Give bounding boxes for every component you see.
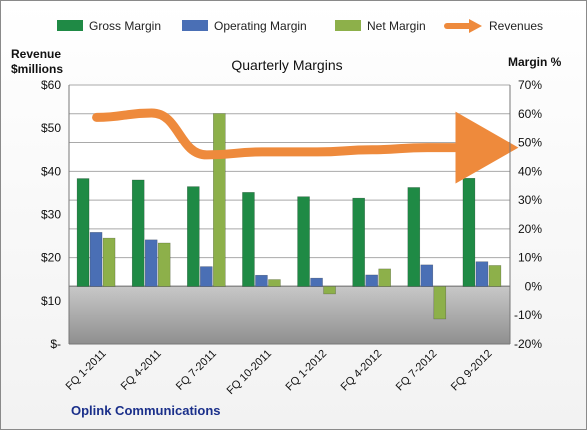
bar-operating-margin — [310, 277, 323, 287]
right-tick-label: 30% — [518, 193, 542, 207]
right-tick-label: -20% — [514, 337, 542, 351]
bar-operating-margin — [255, 274, 268, 287]
bar-operating-margin — [365, 274, 378, 287]
right-tick-label: 70% — [518, 78, 542, 92]
legend-label-net-margin: Net Margin — [367, 19, 426, 33]
right-tick-labels: 70% 60% 50% 40% 30% 20% 10% 0% -10% -20% — [514, 78, 542, 351]
bar-operating-margin — [89, 232, 103, 287]
bar-gross-margin — [242, 192, 255, 287]
right-tick-label: 10% — [518, 251, 542, 265]
left-tick-label: $30 — [41, 208, 61, 222]
legend-arrow-icon — [469, 19, 482, 33]
left-tick-labels: $60 $50 $40 $30 $20 $10 $- — [41, 78, 61, 351]
bar-gross-margin — [352, 197, 365, 287]
right-tick-label: 20% — [518, 222, 542, 236]
legend-swatch-operating-margin — [182, 20, 208, 31]
left-tick-label: $60 — [41, 78, 61, 92]
bar-gross-margin — [131, 179, 145, 287]
bar-operating-margin — [144, 239, 158, 287]
right-tick-label: 0% — [525, 279, 543, 293]
revenue-line — [92, 108, 519, 184]
right-axis-label: Margin % — [508, 55, 562, 69]
x-tick-label: FQ 10-2011 — [225, 348, 274, 397]
legend-label-gross-margin: Gross Margin — [89, 19, 161, 33]
bars — [76, 113, 502, 320]
bar-operating-margin — [200, 266, 213, 287]
legend-label-revenues: Revenues — [489, 19, 543, 33]
right-tick-label: 50% — [518, 136, 542, 150]
x-tick-label: FQ 4-2011 — [119, 348, 164, 393]
bar-gross-margin — [187, 186, 200, 287]
chart-title: Quarterly Margins — [231, 57, 342, 73]
bar-gross-margin — [76, 178, 90, 287]
bar-net-margin — [157, 242, 171, 287]
x-tick-label: FQ 9-2012 — [449, 348, 495, 394]
left-tick-label: $10 — [41, 294, 61, 308]
left-axis-label-line2: $millions — [11, 62, 63, 76]
bar-net-margin — [323, 286, 336, 295]
bar-net-margin — [488, 265, 502, 287]
legend: Gross Margin Operating Margin Net Margin… — [57, 19, 543, 33]
left-tick-label: $- — [50, 337, 61, 351]
legend-swatch-gross-margin — [57, 20, 83, 31]
bar-operating-margin — [420, 264, 434, 287]
left-tick-label: $40 — [41, 164, 61, 178]
left-axis-label-line1: Revenue — [11, 47, 61, 61]
bar-gross-margin — [462, 177, 476, 287]
legend-label-operating-margin: Operating Margin — [214, 19, 307, 33]
x-tick-label: FQ 1-2011 — [64, 348, 109, 393]
x-tick-label: FQ 7-2011 — [174, 348, 219, 393]
bar-operating-margin — [475, 261, 489, 287]
legend-swatch-net-margin — [335, 20, 361, 31]
x-tick-label: FQ 4-2012 — [339, 348, 385, 394]
revenue-line-layer — [92, 108, 519, 184]
bar-net-margin — [378, 268, 391, 287]
x-tick-labels: FQ 1-2011 FQ 4-2011 FQ 7-2011 FQ 10-2011 FQ … — [64, 348, 495, 397]
x-tick-label: FQ 7-2012 — [394, 348, 440, 394]
bar-net-margin — [213, 113, 226, 287]
x-tick-label: FQ 1-2012 — [284, 348, 330, 394]
left-tick-label: $50 — [41, 121, 61, 135]
right-tick-label: 60% — [518, 107, 542, 121]
right-tick-label: -10% — [514, 308, 542, 322]
company-name: Oplink Communications — [71, 403, 221, 418]
bar-net-margin — [268, 279, 281, 287]
left-tick-label: $20 — [41, 251, 61, 265]
bar-net-margin — [433, 286, 447, 320]
bar-gross-margin — [297, 196, 310, 287]
right-tick-label: 40% — [518, 164, 542, 178]
bar-net-margin — [102, 237, 116, 287]
bar-gross-margin — [407, 187, 421, 287]
